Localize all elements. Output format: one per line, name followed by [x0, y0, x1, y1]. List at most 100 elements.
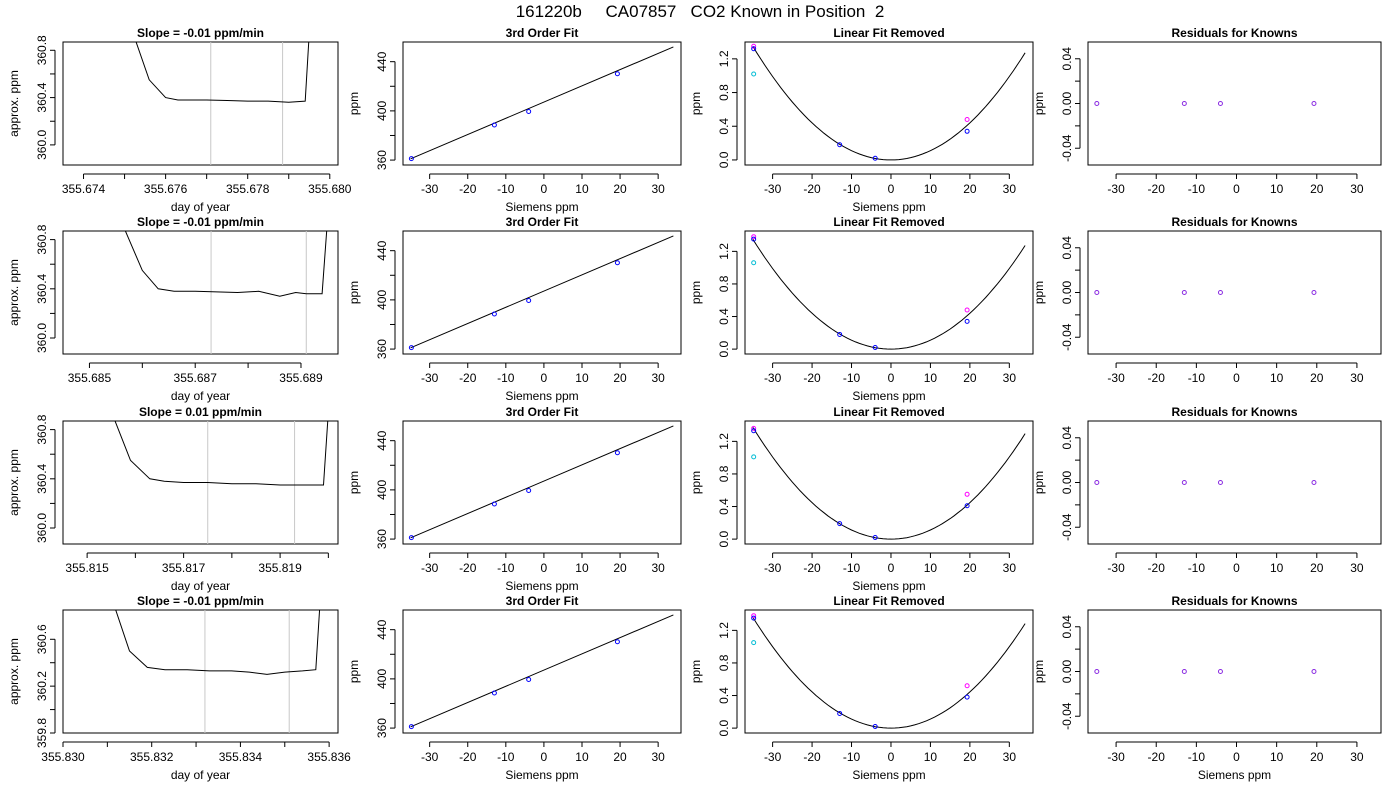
y-axis-label: ppm: [347, 92, 361, 115]
x-tick-label: -30: [421, 371, 439, 385]
x-tick-label: 355.836: [307, 750, 351, 764]
y-tick-label: 0.0: [717, 151, 731, 168]
data-point: [964, 683, 970, 689]
x-tick-label: -20: [803, 371, 821, 385]
x-axis-label: day of year: [171, 768, 230, 782]
y-tick-label: 360.4: [35, 463, 49, 493]
x-tick-label: 20: [963, 561, 977, 575]
y-tick-label: 0.4: [717, 498, 731, 515]
y-axis-label: approx. ppm: [7, 259, 21, 326]
y-tick-label: 0.04: [1060, 615, 1074, 639]
data-point: [1311, 669, 1317, 674]
y-tick-label: 0.0: [717, 530, 731, 547]
trace-line: [124, 231, 328, 297]
x-tick-label: 20: [613, 750, 627, 764]
chart-title: Residuals for Knowns: [1171, 215, 1297, 229]
y-tick-label: 1.2: [717, 433, 731, 450]
plot-frame: [744, 230, 1034, 355]
y-tick-label: 0.04: [1060, 426, 1074, 450]
x-tick-label: 10: [1270, 750, 1284, 764]
data-point: [1094, 290, 1100, 295]
y-tick-label: 360.8: [35, 35, 49, 65]
y-tick-label: 360.8: [35, 414, 49, 444]
data-point: [1311, 480, 1317, 485]
y-tick-label: 360.8: [35, 224, 49, 254]
x-tick-label: -30: [1107, 182, 1125, 196]
data-point: [1311, 101, 1317, 106]
x-tick-label: 355.832: [130, 750, 174, 764]
plot-area: [751, 234, 1026, 350]
y-axis-label: ppm: [347, 660, 361, 683]
data-point: [408, 724, 414, 730]
fit-line: [410, 425, 674, 539]
y-axis-label: ppm: [689, 92, 703, 115]
chart-title: 3rd Order Fit: [506, 26, 579, 40]
data-point: [751, 425, 757, 431]
y-tick-label: 400: [375, 101, 389, 121]
y-tick-label: 360: [375, 718, 389, 738]
x-tick-label: -30: [764, 561, 782, 575]
y-tick-label: 360.0: [35, 130, 49, 160]
quadratic-curve: [752, 427, 1026, 540]
y-tick-label: 360.4: [35, 82, 49, 112]
x-tick-label: -10: [843, 750, 861, 764]
x-tick-label: 10: [575, 561, 589, 575]
x-tick-label: -20: [1148, 750, 1166, 764]
y-tick-label: 440: [375, 430, 389, 450]
y-tick-label: 1.2: [717, 50, 731, 67]
x-tick-label: 30: [651, 182, 665, 196]
data-point: [491, 311, 497, 317]
chart-panel-trace-row-3: Slope = 0.01 ppm/min 355.815 355.817 355.81…: [7, 405, 339, 593]
plot-area: [115, 610, 321, 733]
chart-panel-residuals-row-1: Residuals for Knowns -30 -20 -10 0 10 20 30 -0.0…: [1032, 26, 1382, 196]
x-tick-label: -10: [497, 182, 515, 196]
chart-panel-fit-row-4: 3rd Order Fit -30 -20 -10 0 10 20 30 Siemens ppm…: [347, 594, 682, 782]
data-point: [491, 122, 497, 128]
chart-panel-residuals-row-2: Residuals for Knowns -30 -20 -10 0 10 20 30 -0.0…: [1032, 215, 1382, 385]
chart-title: Residuals for Knowns: [1171, 405, 1297, 419]
y-tick-label: 1.2: [717, 243, 731, 260]
x-tick-label: -10: [497, 371, 515, 385]
data-point: [751, 615, 757, 621]
x-tick-label: -20: [459, 371, 477, 385]
chart-title: 3rd Order Fit: [506, 215, 579, 229]
x-tick-label: 355.819: [258, 561, 302, 575]
fit-line: [410, 46, 674, 160]
y-tick-label: 360.2: [35, 671, 49, 701]
y-axis-label: ppm: [689, 660, 703, 683]
x-tick-label: -10: [843, 182, 861, 196]
data-point: [526, 108, 532, 114]
y-axis-label: ppm: [347, 281, 361, 304]
x-tick-label: -20: [803, 750, 821, 764]
x-tick-label: 0: [1233, 182, 1240, 196]
data-point: [837, 521, 843, 527]
plot-area: [1094, 290, 1317, 295]
chart-title: Slope = -0.01 ppm/min: [137, 215, 264, 229]
y-tick-label: 1.2: [717, 622, 731, 639]
chart-title: Linear Fit Removed: [833, 26, 944, 40]
x-axis-label: day of year: [171, 579, 230, 593]
x-tick-label: 30: [1003, 371, 1017, 385]
y-axis-label: ppm: [347, 471, 361, 494]
x-tick-label: -10: [843, 371, 861, 385]
data-point: [751, 428, 757, 434]
x-tick-label: 0: [541, 371, 548, 385]
y-axis-label: ppm: [1032, 471, 1046, 494]
data-point: [964, 694, 970, 700]
x-tick-label: 10: [924, 182, 938, 196]
chart-panel-linear_removed-row-3: Linear Fit Removed -30 -20 -10 0 10 20 30 Siemen…: [689, 405, 1034, 593]
x-tick-label: 10: [924, 371, 938, 385]
data-point: [872, 723, 878, 729]
chart-title: Linear Fit Removed: [833, 594, 944, 608]
data-point: [751, 613, 757, 619]
data-point: [491, 690, 497, 696]
x-axis-label: Siemens ppm: [505, 768, 578, 782]
data-point: [526, 487, 532, 493]
y-tick-label: 0.4: [717, 118, 731, 135]
y-axis-label: ppm: [1032, 281, 1046, 304]
data-point: [872, 344, 878, 350]
x-tick-label: 30: [1003, 561, 1017, 575]
x-tick-label: 355.687: [174, 371, 218, 385]
x-tick-label: 0: [541, 750, 548, 764]
